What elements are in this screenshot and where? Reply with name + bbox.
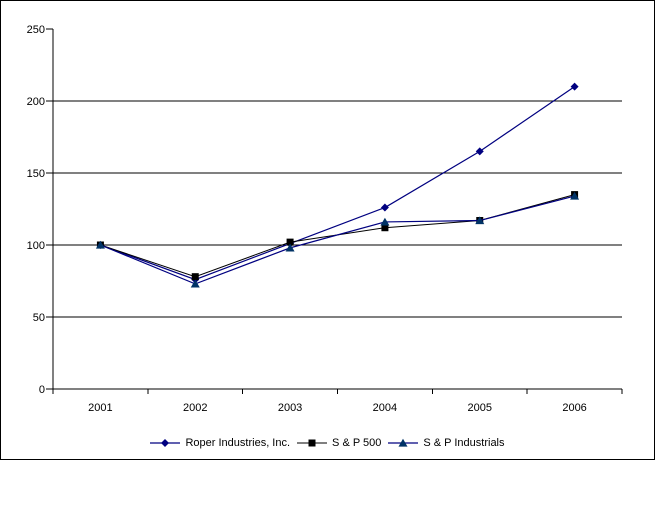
legend-item-square: S & P 500 — [297, 437, 381, 449]
square-marker — [381, 224, 389, 232]
series-line — [100, 194, 575, 278]
x-axis-label: 2005 — [468, 402, 492, 414]
square-marker — [191, 273, 199, 281]
x-axis-label: 2002 — [183, 402, 207, 414]
legend-label: Roper Industries, Inc. — [185, 437, 291, 449]
triangle-marker — [95, 240, 105, 249]
y-axis-label: 150 — [27, 168, 45, 180]
diamond-marker — [161, 439, 170, 447]
triangle-marker — [475, 216, 485, 225]
y-axis-label: 250 — [27, 24, 45, 36]
y-axis-label: 0 — [39, 384, 45, 396]
legend-label: S & P Industrials — [423, 437, 505, 449]
chart-legend: Roper Industries, Inc. S & P 500 S & P Ind… — [1, 433, 654, 453]
legend-item-diamond: Roper Industries, Inc. — [150, 437, 290, 449]
legend-key-diamond — [150, 439, 181, 447]
x-axis-label: 2001 — [88, 402, 112, 414]
triangle-marker — [570, 191, 580, 200]
triangle-marker — [285, 243, 295, 252]
triangle-marker — [398, 438, 408, 447]
legend-key-square — [297, 439, 328, 447]
x-axis-label: 2004 — [373, 402, 397, 414]
triangle-marker — [190, 279, 200, 288]
x-axis-label: 2003 — [278, 402, 302, 414]
y-axis-label: 200 — [27, 96, 45, 108]
legend-label: S & P 500 — [332, 437, 382, 449]
triangle-marker — [380, 217, 390, 226]
legend-key-triangle — [388, 438, 419, 447]
series-line — [100, 86, 575, 281]
series-line — [100, 195, 575, 285]
y-axis-label: 100 — [27, 240, 45, 252]
diamond-marker — [475, 147, 484, 156]
y-axis-label: 50 — [33, 312, 45, 324]
stock-performance-chart: 0 50 100 150 200 250 2001 2002 2003 2004 2005 2006 … — [0, 0, 655, 460]
plot-area: 0 50 100 150 200 250 2001 2002 2003 2004 2005 2006 — [27, 24, 623, 414]
legend-item-triangle: S & P Industrials — [388, 437, 505, 449]
diamond-marker — [380, 203, 389, 212]
diamond-marker — [570, 82, 579, 91]
x-axis-label: 2006 — [562, 402, 586, 414]
square-marker — [286, 238, 294, 246]
square-marker — [308, 439, 316, 447]
